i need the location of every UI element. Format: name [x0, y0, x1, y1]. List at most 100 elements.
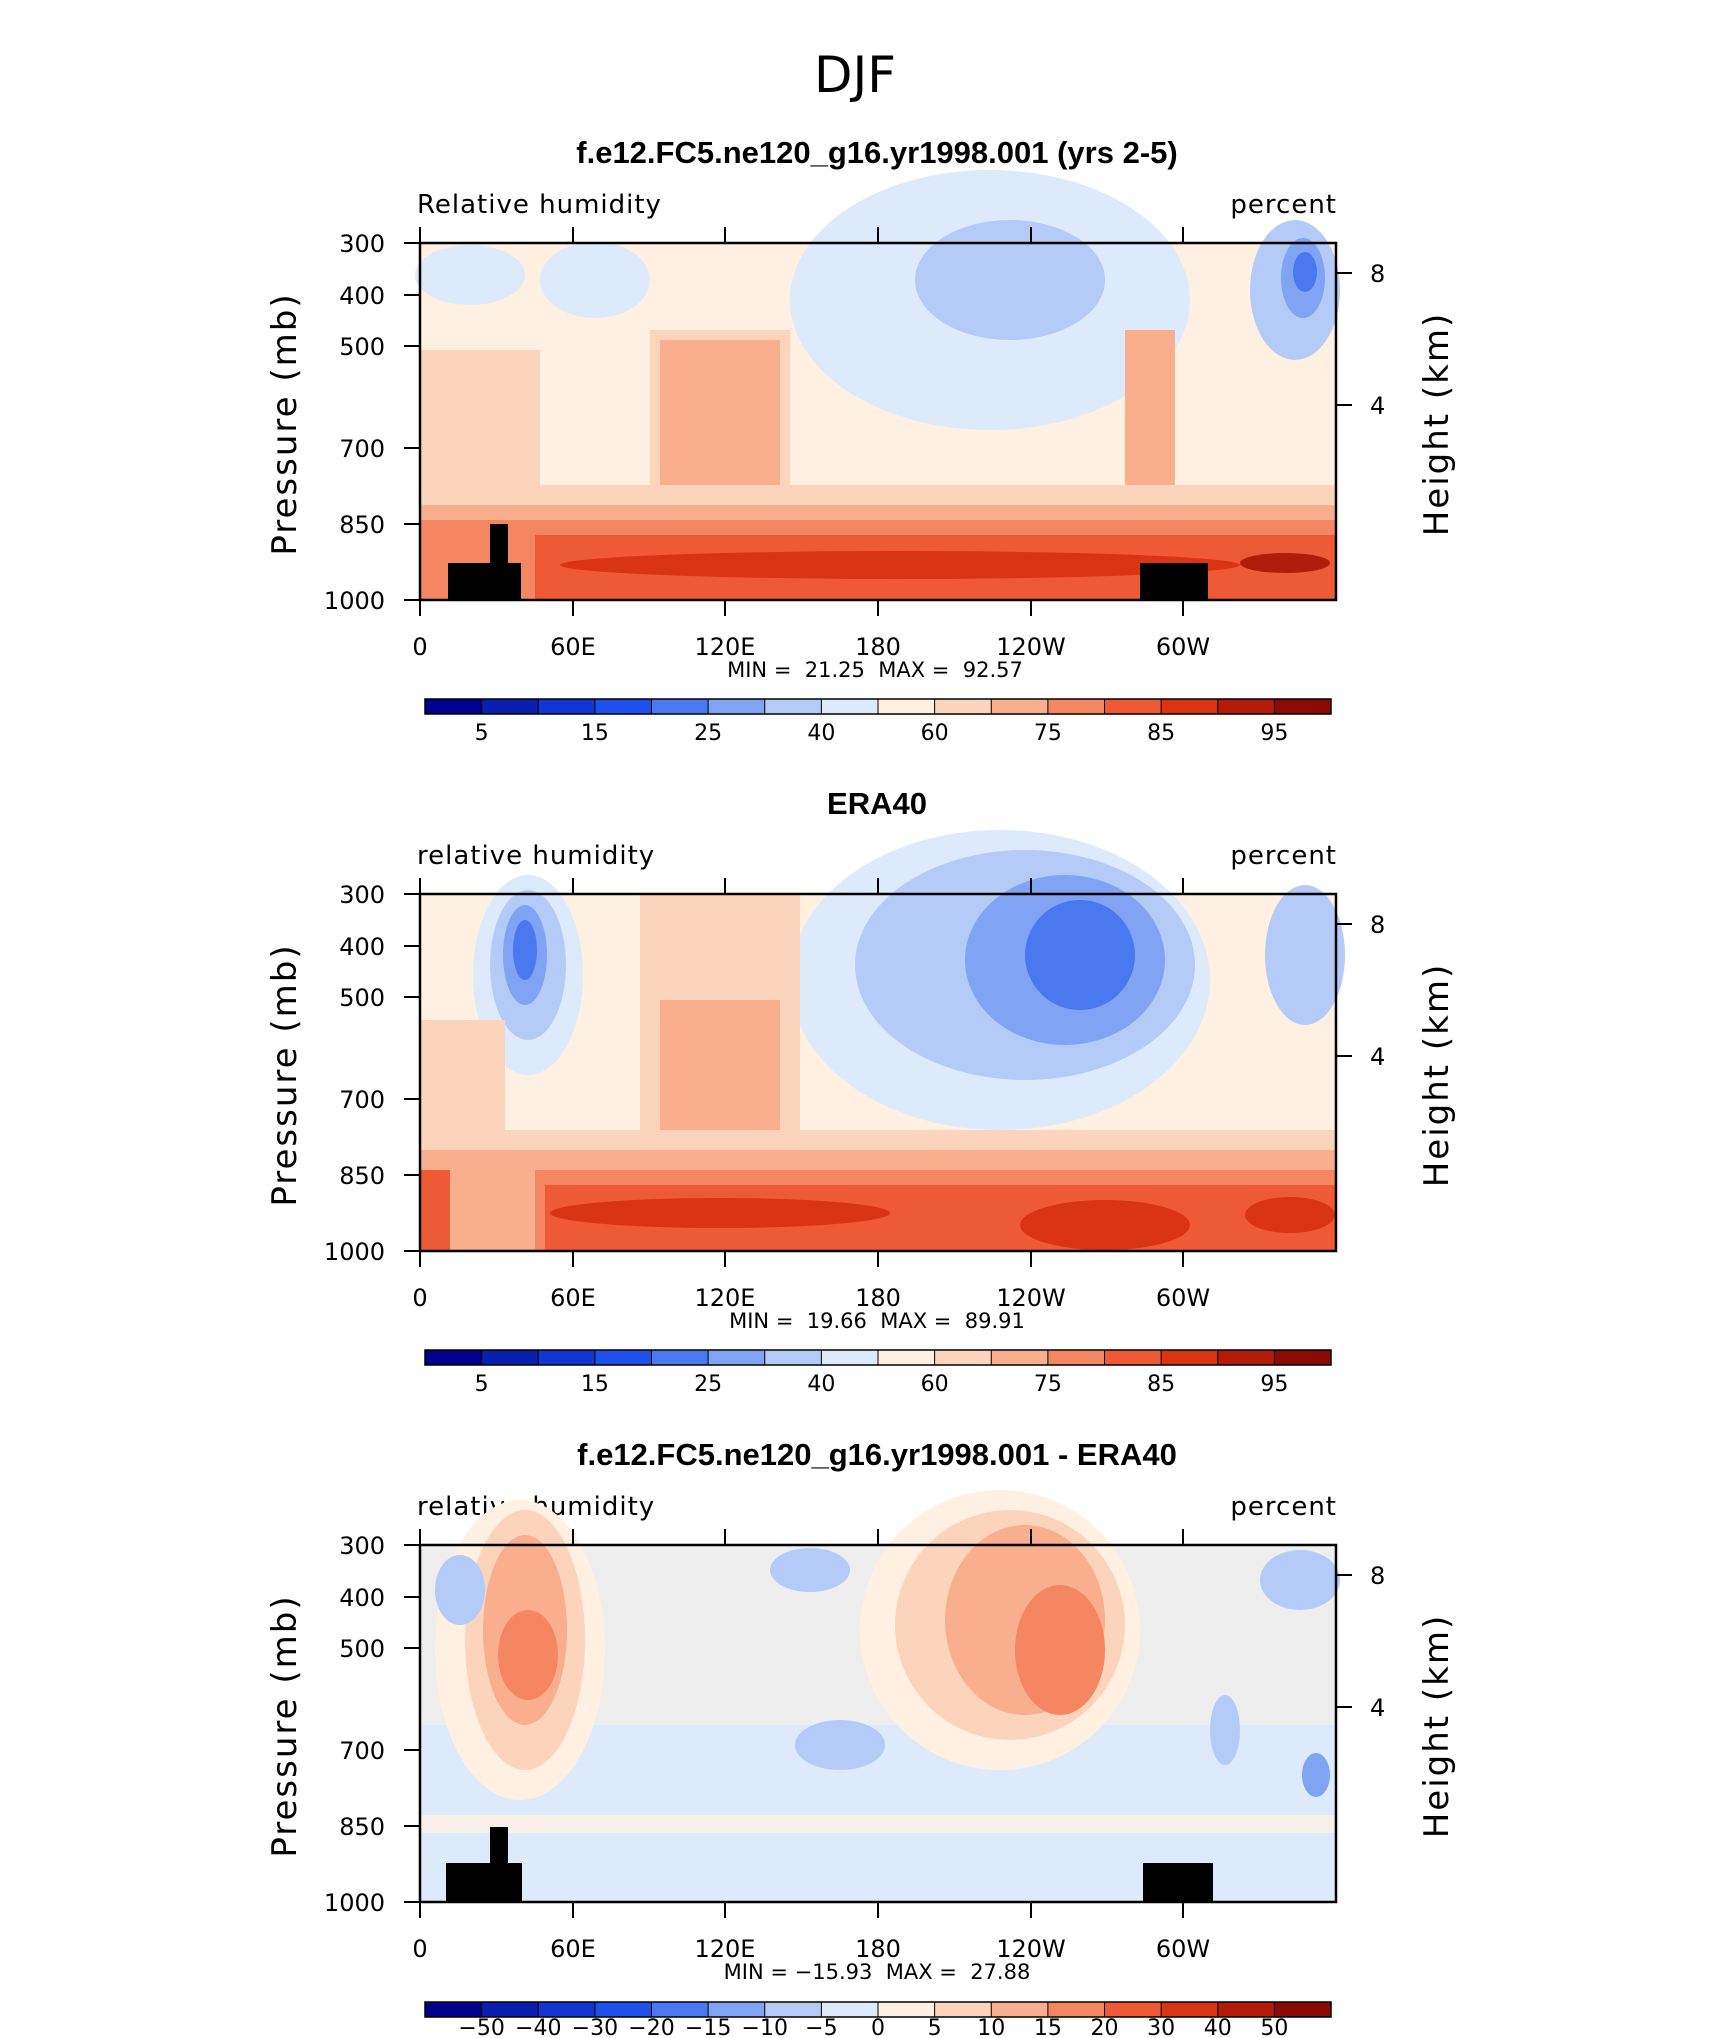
colorbar-label: 50 [1260, 2016, 1288, 2038]
contour-region [513, 920, 537, 980]
y-tick-label: 850 [339, 1162, 385, 1190]
colorbar-label: −20 [628, 2016, 674, 2038]
colorbar-frame [424, 698, 1332, 715]
colorbar-frame [424, 1349, 1332, 1366]
contour-region [660, 1000, 780, 1150]
x-tick-label: 120E [695, 1935, 756, 1963]
colorbar-swatch [878, 1350, 936, 1365]
x-tick-label: 120W [996, 1284, 1066, 1312]
x-tick-label: 60E [550, 1284, 596, 1312]
colorbar-swatch [425, 699, 483, 714]
colorbar-swatch [651, 2002, 709, 2017]
panel-title: ERA40 [827, 786, 927, 821]
variable-label: Relative humidity [417, 190, 662, 220]
panel-era40: ERA40 relative humidity percent [265, 786, 1457, 1397]
y-tick-label: 1000 [324, 587, 385, 615]
height-axis: 8 4 Height (km) [1336, 911, 1457, 1187]
contour-region [770, 1548, 850, 1592]
x-tick-label: 60E [550, 633, 596, 661]
colorbar-swatch [934, 1350, 992, 1365]
colorbar-swatch [651, 699, 709, 714]
colorbar-swatch [1217, 1350, 1275, 1365]
contour-region [420, 1815, 1336, 1833]
colorbar-label: 20 [1091, 2016, 1119, 2038]
colorbar-swatch [821, 699, 879, 714]
min-max-stats: MIN = 19.66 MAX = 89.91 [729, 1309, 1025, 1333]
x-tick-label: 60E [550, 1935, 596, 1963]
colorbar-swatch [1047, 699, 1105, 714]
colorbar-label: 40 [1204, 2016, 1232, 2038]
colorbar-swatch [821, 2002, 879, 2017]
y-tick-label: 400 [339, 282, 385, 310]
panel-title: f.e12.FC5.ne120_g16.yr1998.001 - ERA40 [577, 1437, 1177, 1472]
colorbar-label: 10 [977, 2016, 1005, 2038]
right-tick-label: 8 [1370, 911, 1385, 939]
colorbar: −50 −40 −30 −20 −15 −10 −5 0 5 10 15 20 30 40 50 [424, 2001, 1332, 2038]
colorbar-label: 5 [475, 721, 489, 746]
contour-region [415, 245, 525, 305]
min-max-stats: MIN = −15.93 MAX = 27.88 [724, 1960, 1031, 1984]
y-tick-label: 1000 [324, 1238, 385, 1266]
colorbar-label: 60 [921, 1372, 949, 1397]
colorbar-swatch [538, 2002, 596, 2017]
y-tick-label: 400 [339, 1584, 385, 1612]
pressure-axis: 300 400 500 700 850 1000 Pressure (mb) [265, 230, 420, 615]
colorbar-swatch [594, 1350, 652, 1365]
y-tick-label: 700 [339, 1737, 385, 1765]
colorbar-label: −5 [805, 2016, 837, 2038]
contour-region [660, 340, 780, 500]
contour-region [420, 1170, 450, 1251]
y-tick-label: 700 [339, 435, 385, 463]
pressure-axis: 300 400 500 700 850 1000 Pressure (mb) [265, 881, 420, 1266]
colorbar-swatch [425, 1350, 483, 1365]
y-axis-label: Pressure (mb) [265, 292, 305, 555]
contour-region [540, 242, 650, 318]
x-tick-label: 180 [855, 1284, 901, 1312]
longitude-axis: 0 60E 120E 180 120W 60W [412, 227, 1210, 661]
colorbar-swatch [1104, 2002, 1162, 2017]
colorbar-swatch [1274, 1350, 1332, 1365]
colorbar-swatch [1161, 1350, 1219, 1365]
right-tick-label: 4 [1370, 392, 1385, 420]
contour-region [795, 1720, 885, 1770]
colorbar-label: 85 [1147, 721, 1175, 746]
colorbar-label: 85 [1147, 1372, 1175, 1397]
x-tick-label: 0 [412, 1935, 427, 1963]
colorbar-swatch [878, 2002, 936, 2017]
colorbar-swatch [764, 2002, 822, 2017]
contour-region [1025, 900, 1135, 1010]
right-tick-label: 8 [1370, 260, 1385, 288]
colorbar-label: 40 [807, 721, 835, 746]
x-tick-label: 120W [996, 633, 1066, 661]
right-tick-label: 8 [1370, 1562, 1385, 1590]
colorbar-label: −15 [685, 2016, 731, 2038]
right-tick-label: 4 [1370, 1694, 1385, 1722]
contour-region [1302, 1753, 1330, 1797]
colorbar-frame [424, 2001, 1332, 2018]
height-axis: 8 4 Height (km) [1336, 260, 1457, 536]
colorbar-swatch [1274, 2002, 1332, 2017]
colorbar-label: 95 [1260, 721, 1288, 746]
contour-region [1245, 1197, 1335, 1233]
contour-region [1210, 1695, 1240, 1765]
colorbar-swatch [934, 2002, 992, 2017]
heatmap-field [420, 1490, 1340, 1902]
x-tick-label: 0 [412, 1284, 427, 1312]
colorbar-label: 15 [581, 1372, 609, 1397]
colorbar-swatch [1104, 699, 1162, 714]
y-tick-label: 500 [339, 1635, 385, 1663]
y-tick-label: 300 [339, 230, 385, 258]
contour-region [550, 1198, 890, 1228]
y-tick-label: 500 [339, 984, 385, 1012]
right-axis-label: Height (km) [1417, 963, 1457, 1188]
colorbar-label: −40 [515, 2016, 561, 2038]
topography-mask [1143, 1863, 1213, 1902]
colorbar-swatch [764, 1350, 822, 1365]
y-axis-label: Pressure (mb) [265, 1594, 305, 1857]
colorbar-swatch [708, 1350, 766, 1365]
colorbar-swatch [708, 2002, 766, 2017]
contour-region [560, 551, 1240, 579]
colorbar-label: 5 [928, 2016, 942, 2038]
contour-region [498, 1610, 558, 1700]
